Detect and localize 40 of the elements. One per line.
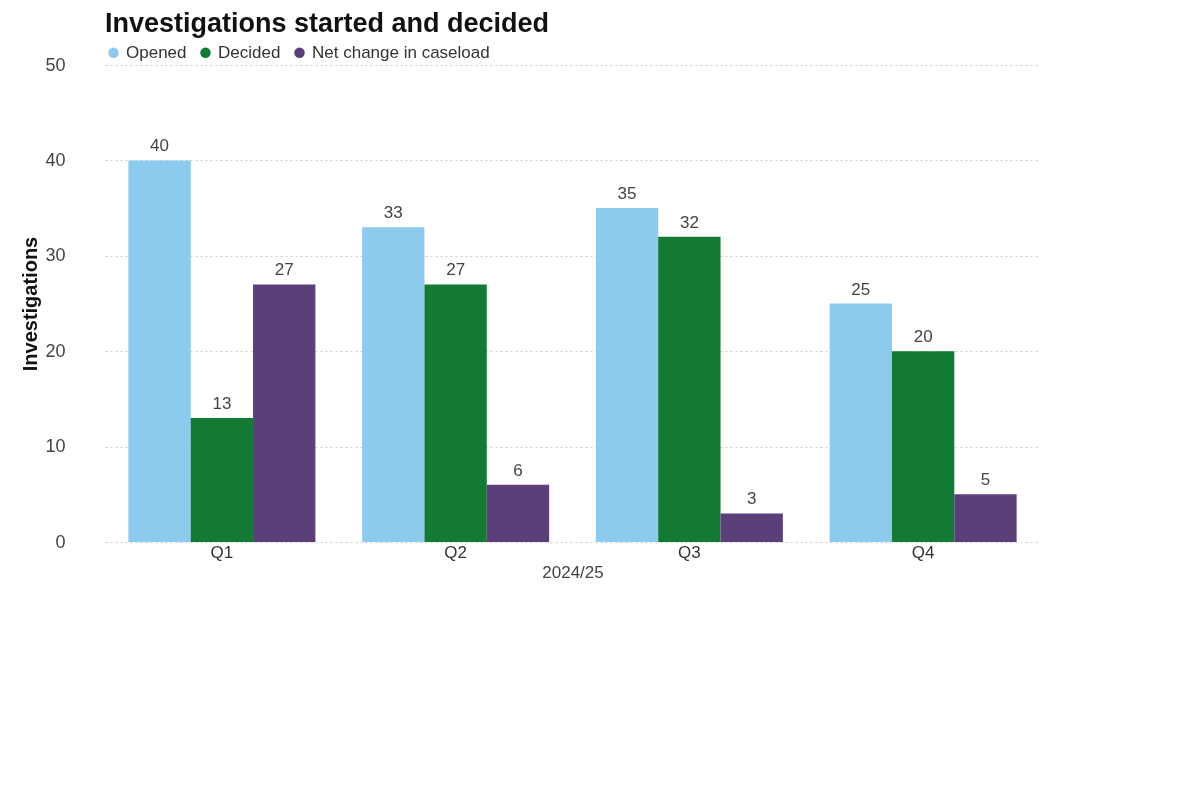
- legend-label: Opened: [126, 42, 187, 62]
- data-label: 32: [679, 212, 699, 232]
- data-label: 5: [980, 470, 991, 490]
- x-tick-label: Q2: [444, 542, 467, 562]
- bar: [829, 303, 892, 542]
- x-tick-label: Q1: [210, 542, 234, 562]
- data-label: 27: [274, 260, 294, 280]
- chart-title: Investigations started and decided: [105, 8, 550, 38]
- bar: [253, 284, 316, 542]
- legend-label: Decided: [218, 42, 281, 62]
- data-label: 33: [383, 203, 403, 223]
- bar: [362, 227, 425, 542]
- bar: [954, 494, 1017, 542]
- x-axis-title: 2024/25: [542, 562, 604, 582]
- data-label: 3: [746, 489, 757, 509]
- x-tick-label: Q4: [911, 542, 935, 562]
- data-label: 40: [150, 136, 169, 156]
- y-tick-label: 50: [45, 54, 66, 75]
- y-tick-label: 40: [45, 149, 66, 170]
- bar: [424, 284, 487, 542]
- y-axis-title: Investigations: [19, 236, 42, 372]
- data-label: 27: [446, 260, 466, 280]
- x-tick-label: Q3: [678, 542, 701, 562]
- y-tick-label: 30: [45, 245, 66, 266]
- data-label: 20: [913, 327, 933, 347]
- bar: [486, 484, 550, 542]
- y-tick-label: 10: [45, 436, 66, 457]
- bar: [658, 236, 721, 542]
- bar: [190, 417, 254, 542]
- y-tick-label: 0: [55, 531, 66, 552]
- data-label: 35: [617, 184, 637, 204]
- data-label: 13: [212, 393, 232, 413]
- data-label: 6: [513, 460, 523, 480]
- bar: [128, 160, 191, 542]
- bar: [891, 351, 955, 542]
- bar: [720, 513, 783, 542]
- bar: [595, 208, 659, 542]
- y-tick-label: 20: [45, 340, 66, 361]
- legend-label: Net change in caseload: [312, 42, 490, 62]
- data-label: 25: [851, 279, 871, 299]
